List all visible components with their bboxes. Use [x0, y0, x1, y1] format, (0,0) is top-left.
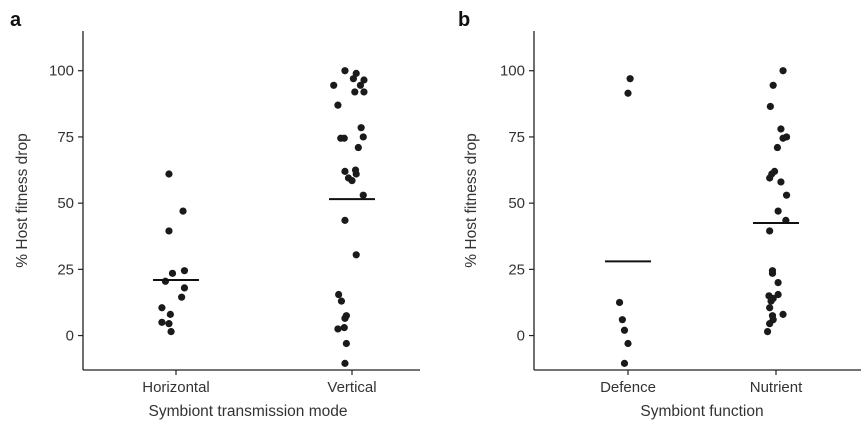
data-point — [342, 339, 350, 348]
data-point — [341, 216, 349, 224]
x-tick-label: Horizontal — [142, 379, 210, 396]
data-point — [335, 290, 343, 299]
data-point — [774, 207, 782, 215]
data-point — [348, 177, 356, 185]
data-point — [158, 318, 166, 326]
data-point — [179, 207, 187, 215]
y-tick-label: 25 — [508, 261, 525, 278]
x-tick-label: Vertical — [327, 379, 376, 396]
data-point — [341, 359, 349, 367]
data-point — [360, 88, 368, 96]
panel-b: b 0 25 50 75 100 % Host fitness drop Defence Nut… — [458, 9, 861, 420]
y-axis-title: % Host fitness drop — [14, 133, 31, 267]
data-point — [341, 67, 349, 75]
data-point — [167, 327, 175, 336]
x-axis-title: Symbiont function — [640, 403, 763, 420]
data-point — [620, 326, 629, 334]
data-point — [779, 310, 787, 318]
data-point — [766, 227, 774, 235]
panel-letter: a — [10, 9, 22, 31]
data-point — [766, 102, 774, 111]
data-point — [763, 327, 772, 336]
data-point — [340, 324, 348, 332]
data-point — [360, 76, 368, 84]
data-point — [161, 277, 170, 285]
data-point — [779, 134, 787, 142]
data-point — [165, 227, 173, 235]
data-point — [766, 320, 774, 328]
y-tick-label: 50 — [57, 195, 74, 212]
data-point — [354, 143, 362, 152]
data-point — [352, 251, 360, 259]
data-point — [330, 81, 338, 89]
x-axis-title: Symbiont transmission mode — [149, 403, 348, 420]
data-point — [337, 297, 346, 305]
data-point — [620, 359, 629, 367]
data-point — [774, 279, 782, 287]
y-tick-label: 100 — [500, 63, 525, 80]
data-point — [352, 170, 360, 178]
y-tick-label: 25 — [57, 261, 74, 278]
data-point — [769, 81, 777, 89]
data-point — [165, 170, 173, 178]
data-point — [158, 304, 166, 312]
y-tick-label: 0 — [517, 328, 525, 345]
data-point — [779, 67, 787, 75]
data-point — [618, 316, 626, 324]
y-tick-label: 75 — [57, 129, 74, 146]
data-point — [359, 191, 367, 199]
y-tick-label: 0 — [66, 328, 74, 345]
data-point — [624, 89, 632, 97]
data-point — [774, 290, 782, 299]
data-point — [166, 310, 174, 318]
data-point — [777, 125, 785, 133]
data-point — [768, 269, 777, 277]
data-point — [777, 178, 785, 186]
data-point — [180, 267, 189, 275]
data-point — [341, 314, 349, 322]
panel-letter: b — [458, 9, 470, 31]
data-point — [168, 269, 177, 277]
data-point — [334, 101, 342, 109]
data-point — [767, 297, 775, 305]
data-point — [334, 325, 342, 333]
data-point — [352, 69, 360, 77]
data-point — [615, 298, 624, 307]
data-point — [773, 143, 782, 152]
data-point — [351, 88, 359, 96]
x-tick-label: Defence — [600, 379, 656, 396]
data-point — [180, 284, 189, 292]
data-point — [341, 167, 349, 175]
data-point — [340, 134, 348, 142]
data-point — [165, 320, 173, 328]
data-point — [782, 191, 791, 199]
y-tick-label: 75 — [508, 129, 525, 146]
data-point — [178, 293, 186, 301]
data-point — [349, 75, 358, 83]
y-tick-label: 50 — [508, 195, 525, 212]
y-tick-label: 100 — [49, 63, 74, 80]
x-tick-label: Nutrient — [750, 379, 803, 396]
y-axis-title: % Host fitness drop — [463, 133, 480, 267]
data-point — [766, 304, 774, 312]
data-point — [626, 75, 634, 83]
data-point — [357, 124, 365, 132]
panel-a: a 0 25 50 75 100 % Host fitness drop Horizontal… — [10, 9, 420, 420]
data-point — [766, 174, 774, 182]
data-point — [359, 133, 367, 141]
data-point — [624, 339, 632, 348]
data-point — [356, 81, 365, 89]
